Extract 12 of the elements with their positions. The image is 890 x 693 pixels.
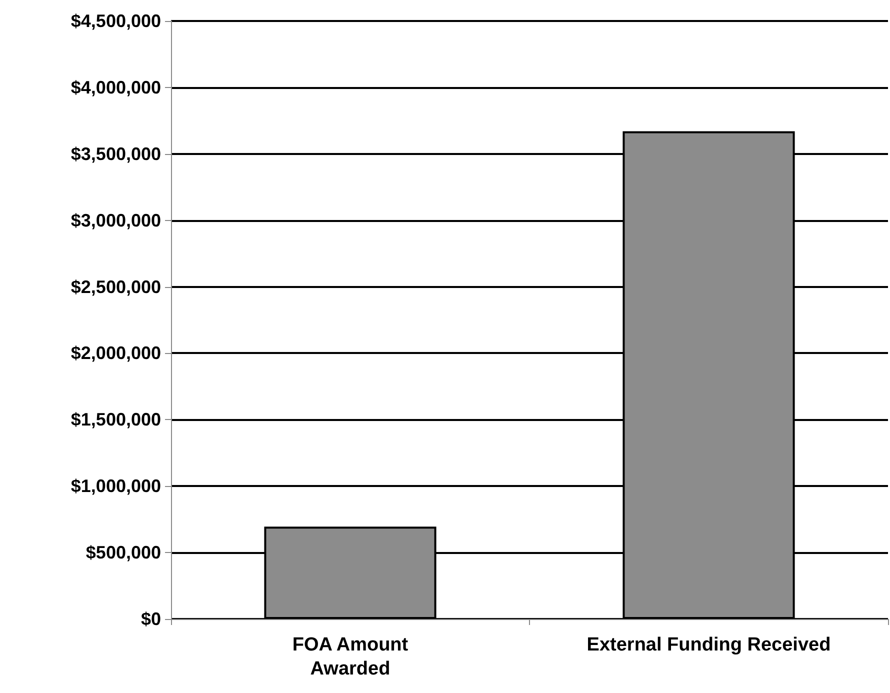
y-tick-label: $3,000,000 bbox=[70, 210, 161, 230]
y-tick-label: $3,500,000 bbox=[70, 144, 161, 164]
y-tick-label: $0 bbox=[140, 609, 161, 629]
x-tick-label: External Funding Received bbox=[586, 634, 831, 656]
x-tick-label: FOA Amount Awarded bbox=[292, 634, 409, 680]
y-tick-label: $500,000 bbox=[86, 542, 161, 563]
y-tick-label: $2,000,000 bbox=[70, 343, 161, 364]
y-tick-label: $1,000,000 bbox=[70, 476, 161, 496]
y-tick-label: $1,500,000 bbox=[70, 410, 161, 430]
y-tick-label: $4,500,000 bbox=[70, 11, 161, 31]
y-tick-label: $2,500,000 bbox=[70, 276, 161, 297]
y-tick-label: $4,000,000 bbox=[70, 77, 161, 98]
